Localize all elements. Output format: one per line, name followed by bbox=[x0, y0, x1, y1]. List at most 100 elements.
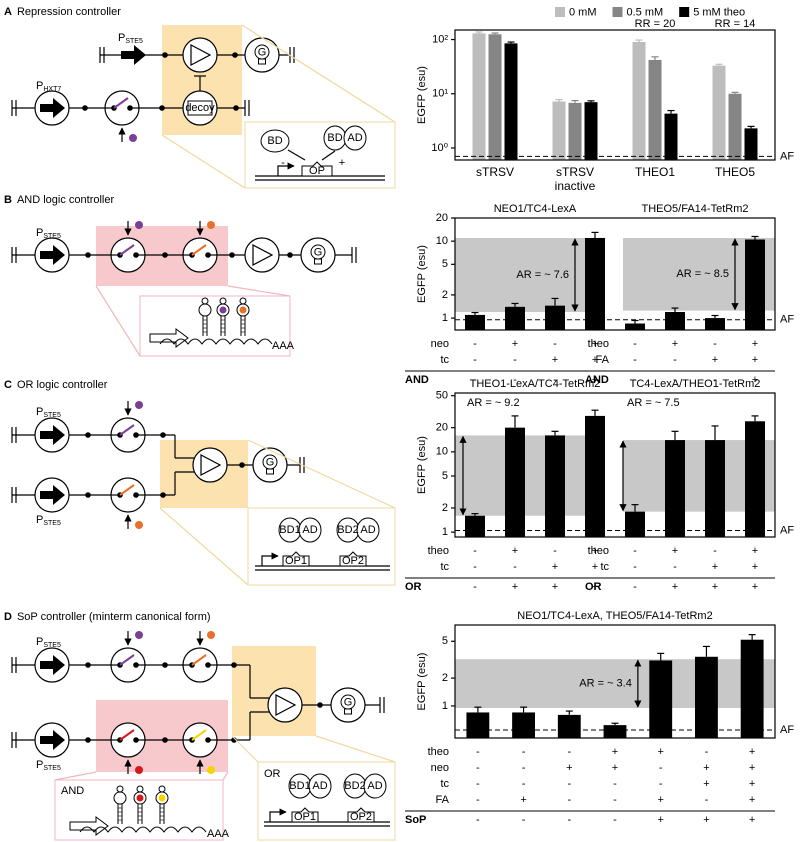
logic-cell: + bbox=[592, 374, 598, 386]
row-cell: + bbox=[512, 545, 518, 557]
row-cell: + bbox=[712, 354, 718, 366]
bulb-base bbox=[314, 258, 322, 265]
junction bbox=[133, 492, 139, 498]
logic-cell: - bbox=[513, 374, 517, 386]
logic-cell: - bbox=[633, 374, 637, 386]
row-cell: + bbox=[552, 561, 558, 573]
promoter-label: PSTE5 bbox=[36, 406, 61, 419]
promoter-label: PSTE5 bbox=[118, 32, 143, 45]
aptamer-ligand bbox=[219, 306, 227, 314]
row-cell: - bbox=[713, 338, 717, 350]
panel-title-text: AND logic controller bbox=[17, 194, 115, 206]
row-label: tc bbox=[440, 354, 449, 366]
row-cell: + bbox=[512, 338, 518, 350]
bar bbox=[625, 323, 645, 330]
row-cell: - bbox=[613, 794, 617, 806]
reference-label: AF bbox=[780, 724, 794, 736]
y-tick-label: 1 bbox=[442, 700, 448, 712]
row-cell: - bbox=[633, 354, 637, 366]
row-cell: - bbox=[659, 762, 663, 774]
promoter-arrow bbox=[261, 552, 279, 566]
promoter-sub: STE5 bbox=[125, 38, 143, 45]
protein-domain bbox=[356, 517, 380, 543]
y-tick-label: 10² bbox=[432, 33, 448, 45]
logic-cell: - bbox=[713, 374, 717, 386]
promoter-sub: STE5 bbox=[43, 765, 61, 772]
row-cell: + bbox=[749, 762, 755, 774]
binding-arrow bbox=[287, 149, 306, 161]
row-cell: + bbox=[612, 762, 618, 774]
row-cell: - bbox=[705, 746, 709, 758]
row-cell: + bbox=[752, 561, 758, 573]
y-axis-label: EGFP (esu) bbox=[416, 245, 428, 303]
junction bbox=[162, 252, 168, 258]
reporter bbox=[330, 687, 366, 723]
bar bbox=[465, 314, 485, 330]
row-cell: - bbox=[659, 778, 663, 790]
bar bbox=[745, 421, 765, 537]
range-shade bbox=[455, 237, 605, 312]
reporter-label: G bbox=[258, 46, 267, 58]
inset-connector bbox=[227, 285, 291, 297]
row-label: tc bbox=[440, 778, 449, 790]
y-tick-label: 2 bbox=[442, 502, 448, 514]
panel-title: D SoP controller (minterm canonical form) bbox=[4, 611, 211, 623]
row-cell: - bbox=[673, 561, 677, 573]
inset-connector bbox=[315, 735, 396, 763]
ratio-label: AR = ~ 9.2 bbox=[467, 397, 520, 409]
logic-cell: - bbox=[473, 374, 477, 386]
row-label: neo bbox=[431, 338, 449, 350]
logic-cell: - bbox=[567, 814, 571, 826]
bar bbox=[512, 712, 535, 738]
row-cell: + bbox=[592, 338, 598, 350]
logic-cell: - bbox=[553, 374, 557, 386]
row-cell: - bbox=[522, 746, 526, 758]
junction bbox=[133, 252, 139, 258]
promoter-arrow bbox=[40, 245, 65, 265]
domain-label: BD bbox=[267, 135, 282, 147]
junction bbox=[85, 662, 91, 668]
panel-title: A Repression controller bbox=[4, 6, 121, 18]
inset-connector bbox=[222, 771, 229, 781]
bar bbox=[472, 33, 486, 161]
reporter-label: G bbox=[266, 456, 275, 468]
bar bbox=[648, 59, 662, 161]
bar bbox=[488, 34, 502, 161]
row-cell: - bbox=[476, 778, 480, 790]
protein-domain bbox=[298, 517, 322, 543]
inset-connector bbox=[95, 285, 141, 357]
range-shade bbox=[455, 659, 775, 708]
row-cell: - bbox=[567, 794, 571, 806]
junction bbox=[159, 105, 165, 111]
amplifier-symbol bbox=[200, 454, 222, 476]
bar bbox=[664, 113, 678, 160]
domain-label: BD1 bbox=[289, 780, 310, 792]
row-label: theo bbox=[588, 545, 609, 557]
row-cell: - bbox=[553, 545, 557, 557]
row-cell: - bbox=[705, 794, 709, 806]
junction bbox=[85, 252, 91, 258]
row-cell: - bbox=[513, 354, 517, 366]
ratio-label: AR = ~ 7.5 bbox=[627, 397, 680, 409]
promoter-main: P bbox=[36, 636, 43, 648]
y-tick-label: 5 bbox=[442, 258, 448, 270]
ratio-label: RR = 20 bbox=[635, 18, 676, 30]
bar bbox=[705, 440, 725, 537]
logic-cell: - bbox=[473, 581, 477, 593]
row-cell: - bbox=[567, 746, 571, 758]
operator bbox=[339, 551, 367, 567]
row-cell: + bbox=[566, 762, 572, 774]
row-cell: - bbox=[476, 762, 480, 774]
bar bbox=[568, 102, 582, 160]
promoter-sub: STE5 bbox=[43, 642, 61, 649]
loop-tip bbox=[116, 785, 124, 793]
y-tick-label: 2 bbox=[442, 672, 448, 684]
input-ligand bbox=[135, 221, 143, 229]
row-cell: - bbox=[553, 338, 557, 350]
aptamer-ligand bbox=[239, 306, 247, 314]
promoter-label: PSTE5 bbox=[36, 514, 61, 527]
input-ligand bbox=[207, 766, 215, 774]
bar bbox=[545, 435, 565, 537]
row-cell: - bbox=[673, 354, 677, 366]
amplifier-symbol bbox=[275, 694, 297, 716]
